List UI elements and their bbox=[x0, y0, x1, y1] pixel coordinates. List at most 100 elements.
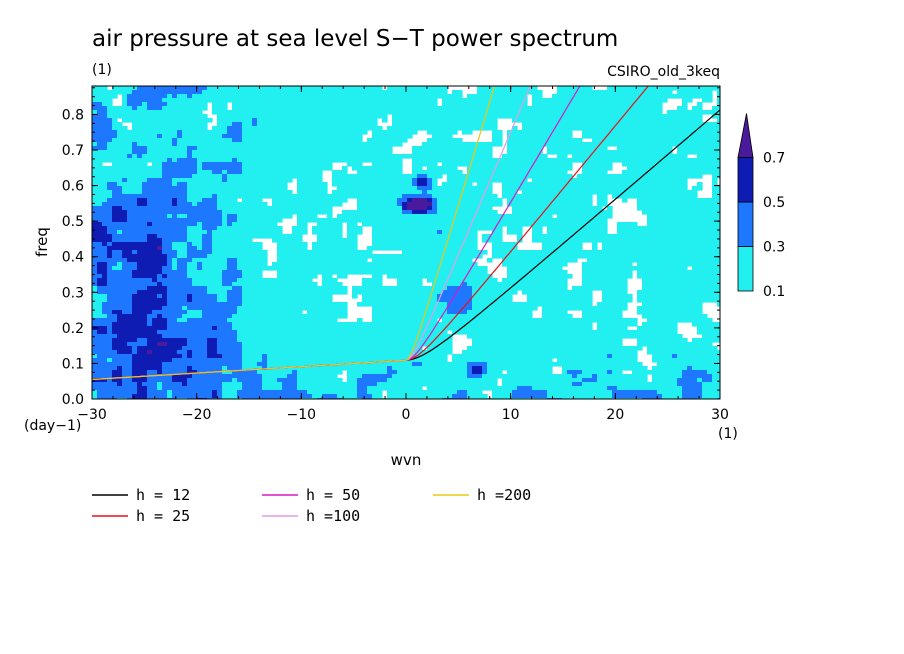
contour-cell bbox=[592, 146, 598, 151]
contour-cell bbox=[162, 226, 168, 231]
contour-cell bbox=[572, 194, 578, 199]
contour-cell bbox=[662, 138, 668, 143]
contour-cell bbox=[277, 234, 283, 239]
contour-cell bbox=[257, 202, 263, 207]
contour-cell bbox=[172, 222, 178, 227]
contour-cell bbox=[187, 98, 193, 103]
contour-cell bbox=[637, 114, 643, 119]
contour-cell bbox=[657, 234, 663, 239]
contour-cell bbox=[417, 186, 423, 191]
contour-cell bbox=[542, 162, 548, 167]
contour-cell bbox=[552, 254, 558, 259]
contour-cell bbox=[597, 238, 603, 243]
contour-cell bbox=[477, 194, 483, 199]
contour-cell bbox=[132, 86, 138, 91]
contour-cell bbox=[327, 234, 333, 239]
contour-cell bbox=[362, 158, 368, 163]
contour-cell bbox=[407, 238, 413, 243]
contour-cell bbox=[687, 222, 693, 227]
contour-cell bbox=[417, 194, 423, 199]
contour-cell bbox=[297, 174, 303, 179]
contour-cell bbox=[617, 194, 623, 199]
contour-cell bbox=[377, 174, 383, 179]
contour-cell bbox=[327, 206, 333, 211]
contour-cell bbox=[652, 194, 658, 199]
contour-cell bbox=[97, 90, 103, 95]
contour-cell bbox=[307, 94, 313, 99]
contour-cell bbox=[557, 178, 563, 183]
contour-cell bbox=[387, 146, 393, 151]
contour-cell bbox=[237, 130, 243, 135]
contour-cell bbox=[672, 114, 678, 119]
contour-cell bbox=[717, 234, 720, 239]
contour-cell bbox=[667, 130, 673, 135]
contour-cell bbox=[367, 94, 373, 99]
contour-cell bbox=[582, 230, 588, 235]
contour-cell bbox=[122, 202, 128, 207]
contour-cell bbox=[567, 150, 573, 155]
contour-cell bbox=[417, 110, 423, 115]
contour-cell bbox=[482, 142, 488, 147]
contour-cell bbox=[362, 142, 368, 147]
contour-cell bbox=[242, 162, 248, 167]
contour-cell bbox=[657, 166, 663, 171]
contour-cell bbox=[417, 122, 423, 127]
contour-cell bbox=[287, 178, 293, 183]
contour-cell bbox=[607, 150, 613, 155]
contour-cell bbox=[197, 118, 203, 123]
contour-cell bbox=[477, 94, 483, 99]
contour-cell bbox=[657, 218, 663, 223]
contour-cell bbox=[202, 90, 208, 95]
contour-cell bbox=[322, 234, 328, 239]
contour-cell bbox=[437, 110, 443, 115]
contour-cell bbox=[627, 246, 633, 251]
contour-cell bbox=[207, 130, 213, 135]
contour-cell bbox=[302, 182, 308, 187]
contour-cell bbox=[147, 194, 153, 199]
contour-cell bbox=[147, 254, 153, 259]
contour-cell bbox=[612, 234, 618, 239]
contour-cell bbox=[692, 146, 698, 151]
contour-cell bbox=[377, 86, 383, 91]
contour-cell bbox=[447, 182, 453, 187]
contour-cell bbox=[357, 198, 363, 203]
contour-cell bbox=[547, 254, 553, 259]
contour-cell bbox=[237, 154, 243, 159]
contour-cell bbox=[472, 98, 478, 103]
contour-cell bbox=[182, 242, 188, 247]
contour-cell bbox=[202, 150, 208, 155]
contour-cell bbox=[262, 166, 268, 171]
contour-cell bbox=[117, 170, 123, 175]
contour-cell bbox=[607, 190, 613, 195]
contour-cell bbox=[267, 174, 273, 179]
contour-cell bbox=[107, 142, 113, 147]
contour-cell bbox=[187, 234, 193, 239]
contour-cell bbox=[497, 254, 503, 259]
contour-cell bbox=[427, 114, 433, 119]
contour-cell bbox=[567, 138, 573, 143]
contour-cell bbox=[602, 238, 608, 243]
contour-cell bbox=[407, 222, 413, 227]
contour-cell bbox=[417, 202, 423, 207]
contour-cell bbox=[572, 222, 578, 227]
contour-cell bbox=[137, 122, 143, 127]
contour-cell bbox=[552, 150, 558, 155]
contour-cell bbox=[167, 98, 173, 103]
contour-cell bbox=[677, 210, 683, 215]
contour-cell bbox=[562, 134, 568, 139]
contour-cell bbox=[117, 202, 123, 207]
contour-cell bbox=[412, 250, 418, 255]
contour-cell bbox=[492, 122, 498, 127]
contour-cell bbox=[662, 178, 668, 183]
contour-cell bbox=[717, 230, 720, 235]
contour-cell bbox=[442, 182, 448, 187]
contour-cell bbox=[702, 146, 708, 151]
contour-cell bbox=[352, 210, 358, 215]
contour-cell bbox=[317, 110, 323, 115]
contour-cell bbox=[367, 90, 373, 95]
contour-cell bbox=[437, 90, 443, 95]
contour-cell bbox=[407, 218, 413, 223]
contour-cell bbox=[187, 210, 193, 215]
contour-cell bbox=[327, 194, 333, 199]
contour-cell bbox=[542, 202, 548, 207]
